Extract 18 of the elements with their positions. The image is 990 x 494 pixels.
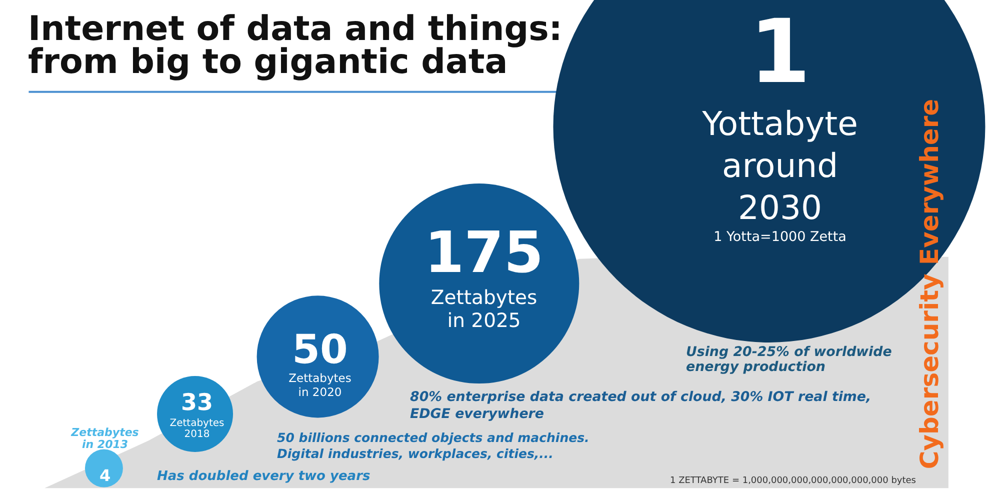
text: 1 Yotta=1000 Zetta [714, 229, 846, 245]
data-label: 175 [424, 220, 544, 286]
category-label: Zettabytes in 2020 [288, 371, 352, 399]
category-label: Zettabytes 2018 [170, 418, 224, 440]
category-label: Zettabytes in 2013 [70, 426, 140, 451]
text: Internet of data and things: from big to gigantic data [28, 9, 562, 82]
text: Using 20-25% of worldwide energy production [686, 345, 892, 375]
data-label: 1 [749, 0, 811, 103]
text: 80% enterprise data created out of cloud, 30% IOT real time, EDGE everywhere [410, 390, 872, 422]
data-label: 50 [292, 327, 348, 373]
category-label: Zettabytes in 2025 [430, 286, 538, 332]
text: 50 billions connected objects and machines. Digital industries, workplaces, cities,... [277, 430, 590, 461]
text: Has doubled every two years [157, 469, 370, 484]
data-label: 4 [99, 466, 111, 485]
text: 1 ZETTABYTE = 1,000,000,000,000,000,000,000 bytes [670, 476, 916, 486]
data-label: 33 [180, 390, 214, 416]
category-label: Yottabyte around 2030 [701, 104, 858, 227]
text: Cybersecurity Everywhere [915, 98, 944, 470]
